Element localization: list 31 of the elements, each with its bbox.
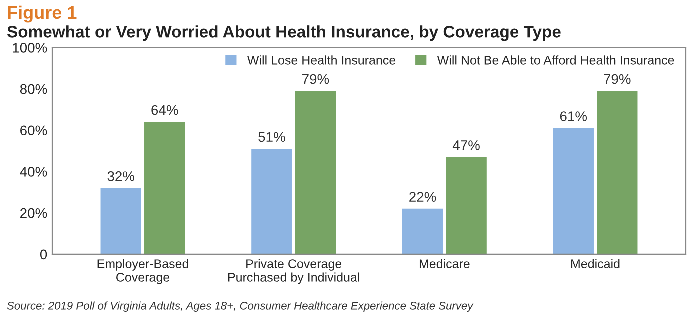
bar [144, 122, 186, 254]
bar [295, 91, 336, 254]
bar [446, 157, 487, 254]
bar [252, 148, 292, 254]
legend-label: Will Not Be Able to Afford Health Insurance [437, 56, 674, 65]
y-tick-label: 80% [20, 84, 48, 94]
data-label: 79% [604, 74, 631, 84]
x-tick-label: Medicaid [572, 259, 620, 268]
bar [553, 128, 594, 254]
y-tick-label: 20% [20, 208, 48, 218]
data-label: 61% [560, 112, 588, 122]
data-label: 32% [108, 172, 135, 182]
data-label: 79% [302, 74, 330, 84]
y-tick-label: 100% [13, 43, 48, 53]
chart-subtitle: Somewhat or Very Worried About Health Insurance, by Coverage Type [7, 26, 561, 42]
source-note: Source: 2019 Poll of Virginia Adults, Ages 18+, Consumer Healthcare Experience State Survey [7, 302, 474, 312]
y-tick-label: 40% [20, 167, 48, 177]
bar [402, 208, 444, 254]
x-tick-label: Medicare [420, 259, 470, 268]
bar [100, 188, 142, 254]
y-tick-label: 60% [20, 126, 48, 136]
data-label: 47% [452, 140, 480, 150]
x-tick-label: Private Coverage Purchased by Individual [228, 259, 360, 284]
legend-label: Will Lose Health Insurance [247, 56, 396, 65]
chart-title: Figure 1 [8, 6, 77, 23]
y-tick-label: 0 [40, 250, 48, 260]
bar [597, 91, 638, 254]
x-tick-label: Employer-Based Coverage [98, 259, 188, 284]
data-label: 22% [410, 192, 436, 202]
data-label: 51% [258, 132, 286, 142]
data-label: 64% [152, 105, 178, 116]
